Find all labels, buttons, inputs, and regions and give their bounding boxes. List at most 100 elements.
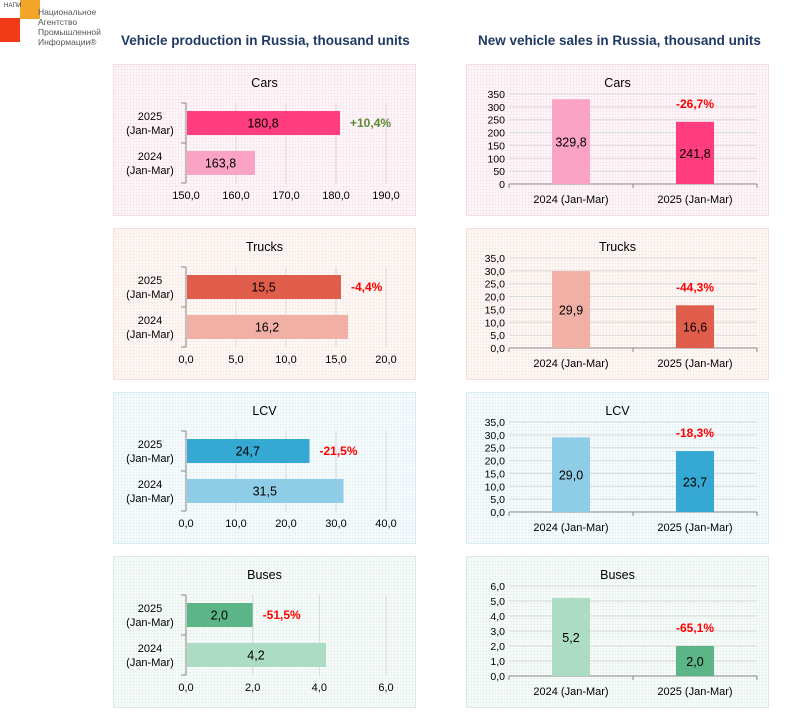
bar: [187, 315, 348, 339]
category-label: (Jan-Mar): [126, 657, 174, 669]
x-tick-label: 0,0: [178, 518, 193, 530]
category-label: 2025: [138, 603, 162, 615]
category-label: (Jan-Mar): [126, 493, 174, 505]
bar-value-label: 29,0: [559, 469, 583, 483]
bar-value-label: 31,5: [253, 485, 277, 499]
y-tick-label: 5,0: [490, 494, 505, 506]
x-tick-label: 40,0: [375, 518, 396, 530]
category-label: 2024: [138, 479, 162, 491]
production-lcv-chart: LCV 0,0 10,0 20,0 30,0 40,0 24,7 2025 (Jan-Mar) -…: [113, 392, 416, 544]
category-label: 2025 (Jan-Mar): [657, 686, 732, 698]
bar: [676, 646, 714, 676]
y-tick-label: 300: [487, 102, 505, 114]
x-tick-label: 10,0: [225, 518, 246, 530]
y-tick-label: 6,0: [490, 581, 505, 593]
change-label: -18,3%: [676, 426, 714, 440]
chart-title: LCV: [605, 404, 630, 418]
y-tick-label: 10,0: [485, 481, 506, 493]
change-label: -4,4%: [351, 280, 383, 294]
bar: [552, 437, 590, 512]
chart-title: Trucks: [599, 240, 636, 254]
y-tick-label: 2,0: [490, 641, 505, 653]
bar: [187, 111, 340, 135]
logo-text: Национальное Агентство Промышленной Инфо…: [38, 7, 101, 47]
chart-title: LCV: [252, 404, 277, 418]
logo-red-square: [0, 18, 20, 42]
bar: [552, 99, 590, 184]
sales-column-title: New vehicle sales in Russia, thousand un…: [478, 33, 761, 48]
bar-value-label: 15,5: [251, 281, 275, 295]
y-tick-label: 5,0: [490, 596, 505, 608]
y-tick-label: 250: [487, 115, 505, 127]
bar: [187, 439, 310, 463]
change-label: -51,5%: [263, 608, 301, 622]
y-tick-label: 35,0: [485, 417, 506, 429]
y-tick-label: 150: [487, 140, 505, 152]
chart-title: Buses: [247, 568, 282, 582]
category-label: 2024: [138, 151, 162, 163]
bar-value-label: 163,8: [205, 157, 236, 171]
x-tick-label: 160,0: [222, 190, 250, 202]
category-label: (Jan-Mar): [126, 289, 174, 301]
y-tick-label: 20,0: [485, 456, 506, 468]
y-tick-label: 15,0: [485, 304, 506, 316]
logo-line: Информации®: [38, 37, 97, 47]
napi-logo: НАПИ Национальное Агентство Промышленной…: [0, 0, 110, 47]
category-label: 2025: [138, 111, 162, 123]
category-label: (Jan-Mar): [126, 125, 174, 137]
x-tick-label: 2,0: [245, 682, 260, 694]
y-tick-label: 15,0: [485, 468, 506, 480]
x-tick-label: 0,0: [178, 682, 193, 694]
y-tick-label: 25,0: [485, 443, 506, 455]
category-label: (Jan-Mar): [126, 329, 174, 341]
sales-buses-chart: Buses 0,0 1,0 2,0 3,0 4,0 5,0 6,0 5,2 2024 (Jan-M…: [466, 556, 769, 708]
y-tick-label: 35,0: [485, 253, 506, 265]
bar-value-label: 180,8: [247, 117, 278, 131]
bar: [187, 479, 344, 503]
bar: [187, 151, 255, 175]
y-tick-label: 50: [493, 166, 505, 178]
chart-title: Trucks: [246, 240, 283, 254]
bar-value-label: 2,0: [686, 655, 703, 669]
category-label: (Jan-Mar): [126, 617, 174, 629]
y-tick-label: 25,0: [485, 279, 506, 291]
bar-value-label: 16,2: [255, 321, 279, 335]
bar-value-label: 329,8: [555, 136, 586, 150]
category-label: 2024 (Jan-Mar): [533, 194, 608, 206]
change-label: -65,1%: [676, 621, 714, 635]
y-tick-label: 100: [487, 153, 505, 165]
bar: [187, 643, 326, 667]
category-label: 2025 (Jan-Mar): [657, 358, 732, 370]
chart-svg: Buses 0,0 1,0 2,0 3,0 4,0 5,0 6,0 5,2 2024 (Jan-M…: [490, 568, 758, 698]
production-cars-chart: Cars 150,0 160,0 170,0 180,0 190,0 180,8 2025 (J…: [113, 64, 416, 216]
y-tick-label: 0,0: [490, 507, 505, 519]
chart-svg: Trucks 0,05,010,015,020,025,030,035,0 29,9…: [485, 240, 758, 370]
y-tick-label: 30,0: [485, 266, 506, 278]
sales-cars-chart: Cars 0 50 100 150 200 250 300 350 329,8 2024 (Jan-…: [466, 64, 769, 216]
x-tick-label: 10,0: [275, 354, 296, 366]
category-label: 2025: [138, 439, 162, 451]
chart-svg: LCV 0,0 10,0 20,0 30,0 40,0 24,7 2025 (Jan-Mar) -…: [126, 404, 397, 530]
y-tick-label: 0: [499, 179, 505, 191]
x-tick-label: 20,0: [375, 354, 396, 366]
x-tick-label: 150,0: [172, 190, 200, 202]
x-tick-label: 30,0: [325, 518, 346, 530]
chart-svg: LCV 0,05,010,015,020,025,030,035,0 29,0 202…: [485, 404, 758, 534]
sales-trucks-chart: Trucks 0,0 5,0 10,0 15,0 20,0 25,0 30,0 35,0 29,9…: [466, 228, 769, 380]
bar: [187, 275, 341, 299]
production-column-title: Vehicle production in Russia, thousand u…: [121, 33, 410, 48]
chart-title: Buses: [600, 568, 635, 582]
change-label: -44,3%: [676, 280, 714, 294]
category-label: 2024 (Jan-Mar): [533, 358, 608, 370]
bar: [676, 121, 714, 184]
y-tick-label: 30,0: [485, 430, 506, 442]
category-label: 2024 (Jan-Mar): [533, 522, 608, 534]
category-label: 2024: [138, 643, 162, 655]
x-tick-label: 4,0: [312, 682, 327, 694]
bar-value-label: 5,2: [562, 631, 579, 645]
logo-abbr: НАПИ: [4, 3, 22, 9]
x-tick-label: 190,0: [372, 190, 400, 202]
sales-lcv-chart: LCV 0,0 5,0 10,0 15,0 20,0 25,0 30,0 35,0 29,0 202…: [466, 392, 769, 544]
category-label: 2024 (Jan-Mar): [533, 686, 608, 698]
y-tick-label: 10,0: [485, 317, 506, 329]
